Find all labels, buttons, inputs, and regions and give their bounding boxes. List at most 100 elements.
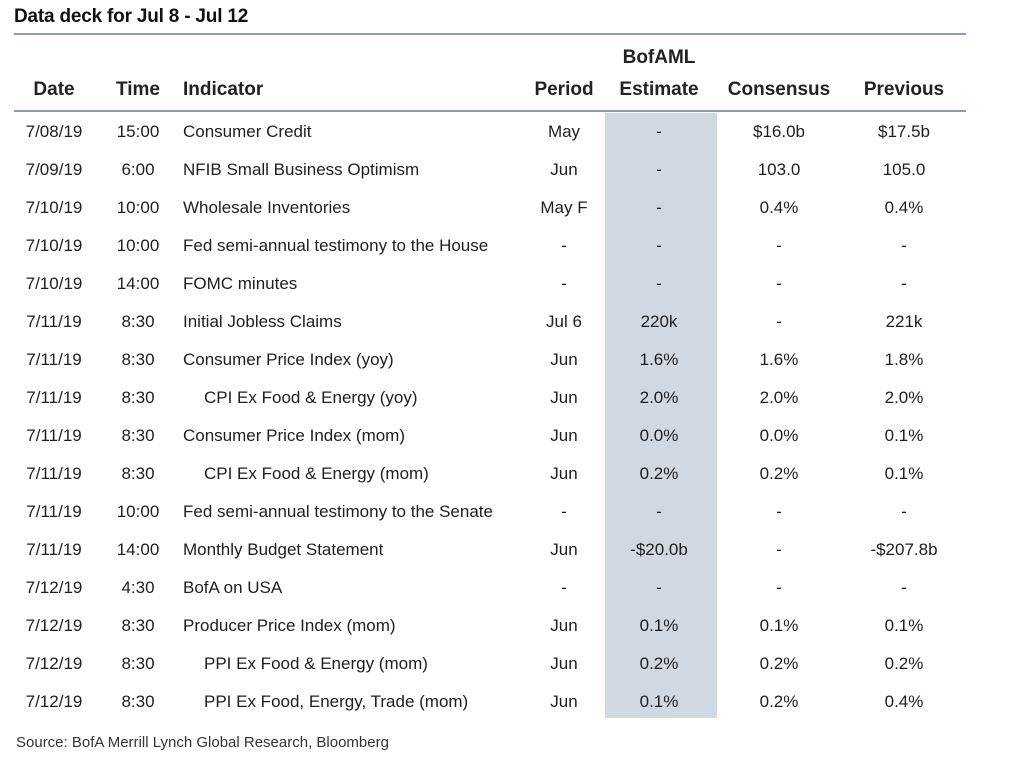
cell-date: 7/09/19 [25,160,83,179]
cell-time: 8:30 [121,464,155,483]
cell-date: 7/11/19 [26,312,82,331]
cell-period: May [547,122,581,141]
cell-estimate: 0.1% [639,692,679,711]
table-row: 7/11/19 8:30 Consumer Price Index (mom) Jun… [0,417,1025,455]
cell-indicator: Wholesale Inventories [183,198,351,217]
table-row: 7/11/19 10:00 Fed semi-annual testimony to… [0,493,1025,531]
cell-period: Jun [550,616,578,635]
cell-indicator: BofA on USA [183,578,283,597]
cell-time: 6:00 [121,160,155,179]
cell-consensus: - [776,236,782,255]
cell-period: Jun [550,350,578,369]
cell-consensus: - [776,274,782,293]
cell-date: 7/11/19 [26,426,82,445]
cell-period: - [561,578,567,597]
cell-indicator: Initial Jobless Claims [183,312,342,331]
cell-time: 8:30 [121,350,155,369]
title-divider [14,33,966,35]
cell-indicator: PPI Ex Food, Energy, Trade (mom) [204,692,469,711]
page-title: Data deck for Jul 8 - Jul 12 [14,6,249,27]
cell-consensus: 1.6% [759,350,799,369]
cell-previous: 2.0% [884,388,924,407]
cell-estimate: 1.6% [639,350,679,369]
cell-period: Jun [550,426,578,445]
cell-indicator: PPI Ex Food & Energy (mom) [204,654,428,673]
cell-previous: 105.0 [882,160,926,179]
cell-time: 8:30 [121,616,155,635]
cell-period: - [561,502,567,521]
cell-indicator: Producer Price Index (mom) [183,616,396,635]
cell-date: 7/11/19 [26,350,82,369]
cell-previous: 0.1% [884,426,924,445]
cell-indicator: Consumer Credit [183,122,312,141]
table-row: 7/10/19 10:00 Wholesale Inventories May F - 0… [0,189,1025,227]
cell-consensus: 0.1% [759,616,799,635]
header-date: Date [33,79,75,100]
cell-estimate: - [656,274,662,293]
cell-indicator: Fed semi-annual testimony to the House [183,236,489,255]
cell-date: 7/11/19 [26,502,82,521]
header-indicator: Indicator [183,79,264,100]
cell-date: 7/12/19 [25,654,83,673]
cell-estimate: - [656,502,662,521]
table-row: 7/12/19 8:30 PPI Ex Food & Energy (mom) Jun… [0,645,1025,683]
cell-period: Jun [550,464,578,483]
cell-previous: 0.4% [884,198,924,217]
cell-previous: 0.1% [884,464,924,483]
cell-consensus: - [776,312,782,331]
cell-date: 7/12/19 [25,692,83,711]
cell-time: 10:00 [116,198,160,217]
table-row: 7/08/19 15:00 Consumer Credit May - $16.0b $17… [0,113,1025,151]
cell-date: 7/11/19 [26,388,82,407]
header-time: Time [115,79,161,100]
table-row: 7/12/19 8:30 PPI Ex Food, Energy, Trade (m… [0,683,1025,721]
cell-estimate: -$20.0b [630,540,688,559]
cell-estimate: - [656,198,662,217]
cell-consensus: - [776,502,782,521]
cell-estimate: 0.1% [639,616,679,635]
cell-consensus: 0.2% [759,654,799,673]
cell-period: Jun [550,692,578,711]
cell-consensus: - [776,578,782,597]
cell-period: Jul 6 [546,312,582,331]
cell-indicator: CPI Ex Food & Energy (yoy) [204,388,418,407]
cell-date: 7/12/19 [25,616,83,635]
header-consensus: Consensus [727,79,831,100]
table-row: 7/10/19 10:00 Fed semi-annual testimony to… [0,227,1025,265]
cell-previous: 221k [885,312,923,331]
cell-consensus: 0.2% [759,464,799,483]
cell-estimate: 0.0% [639,426,679,445]
header-divider [14,110,966,112]
table-row: 7/12/19 4:30 BofA on USA - - - - [0,569,1025,607]
cell-date: 7/11/19 [26,540,82,559]
estimate-column-highlight [605,113,717,718]
cell-previous: $17.5b [878,122,930,141]
cell-date: 7/11/19 [26,464,82,483]
cell-time: 8:30 [121,654,155,673]
cell-date: 7/10/19 [25,236,83,255]
cell-consensus: - [776,540,782,559]
cell-previous: 0.2% [884,654,924,673]
cell-time: 14:00 [116,540,160,559]
table-row: 7/11/19 8:30 Consumer Price Index (yoy) Jun… [0,341,1025,379]
cell-indicator: Fed semi-annual testimony to the Senate [183,502,493,521]
source-note: Source: BofA Merrill Lynch Global Resear… [16,734,389,751]
cell-time: 10:00 [116,236,160,255]
cell-time: 15:00 [116,122,160,141]
table-row: 7/11/19 8:30 CPI Ex Food & Energy (mom) Jun… [0,455,1025,493]
cell-estimate: 2.0% [639,388,679,407]
cell-period: - [561,236,567,255]
cell-previous: - [901,274,907,293]
table-row: 7/12/19 8:30 Producer Price Index (mom) Jun… [0,607,1025,645]
cell-date: 7/08/19 [25,122,83,141]
cell-time: 8:30 [121,692,155,711]
cell-date: 7/10/19 [25,274,83,293]
cell-previous: 0.1% [884,616,924,635]
cell-time: 14:00 [116,274,160,293]
cell-period: May F [540,198,588,217]
cell-time: 8:30 [121,388,155,407]
cell-previous: - [901,578,907,597]
header-estimate-line1: BofAML [622,47,696,68]
cell-date: 7/12/19 [25,578,83,597]
cell-consensus: $16.0b [753,122,805,141]
